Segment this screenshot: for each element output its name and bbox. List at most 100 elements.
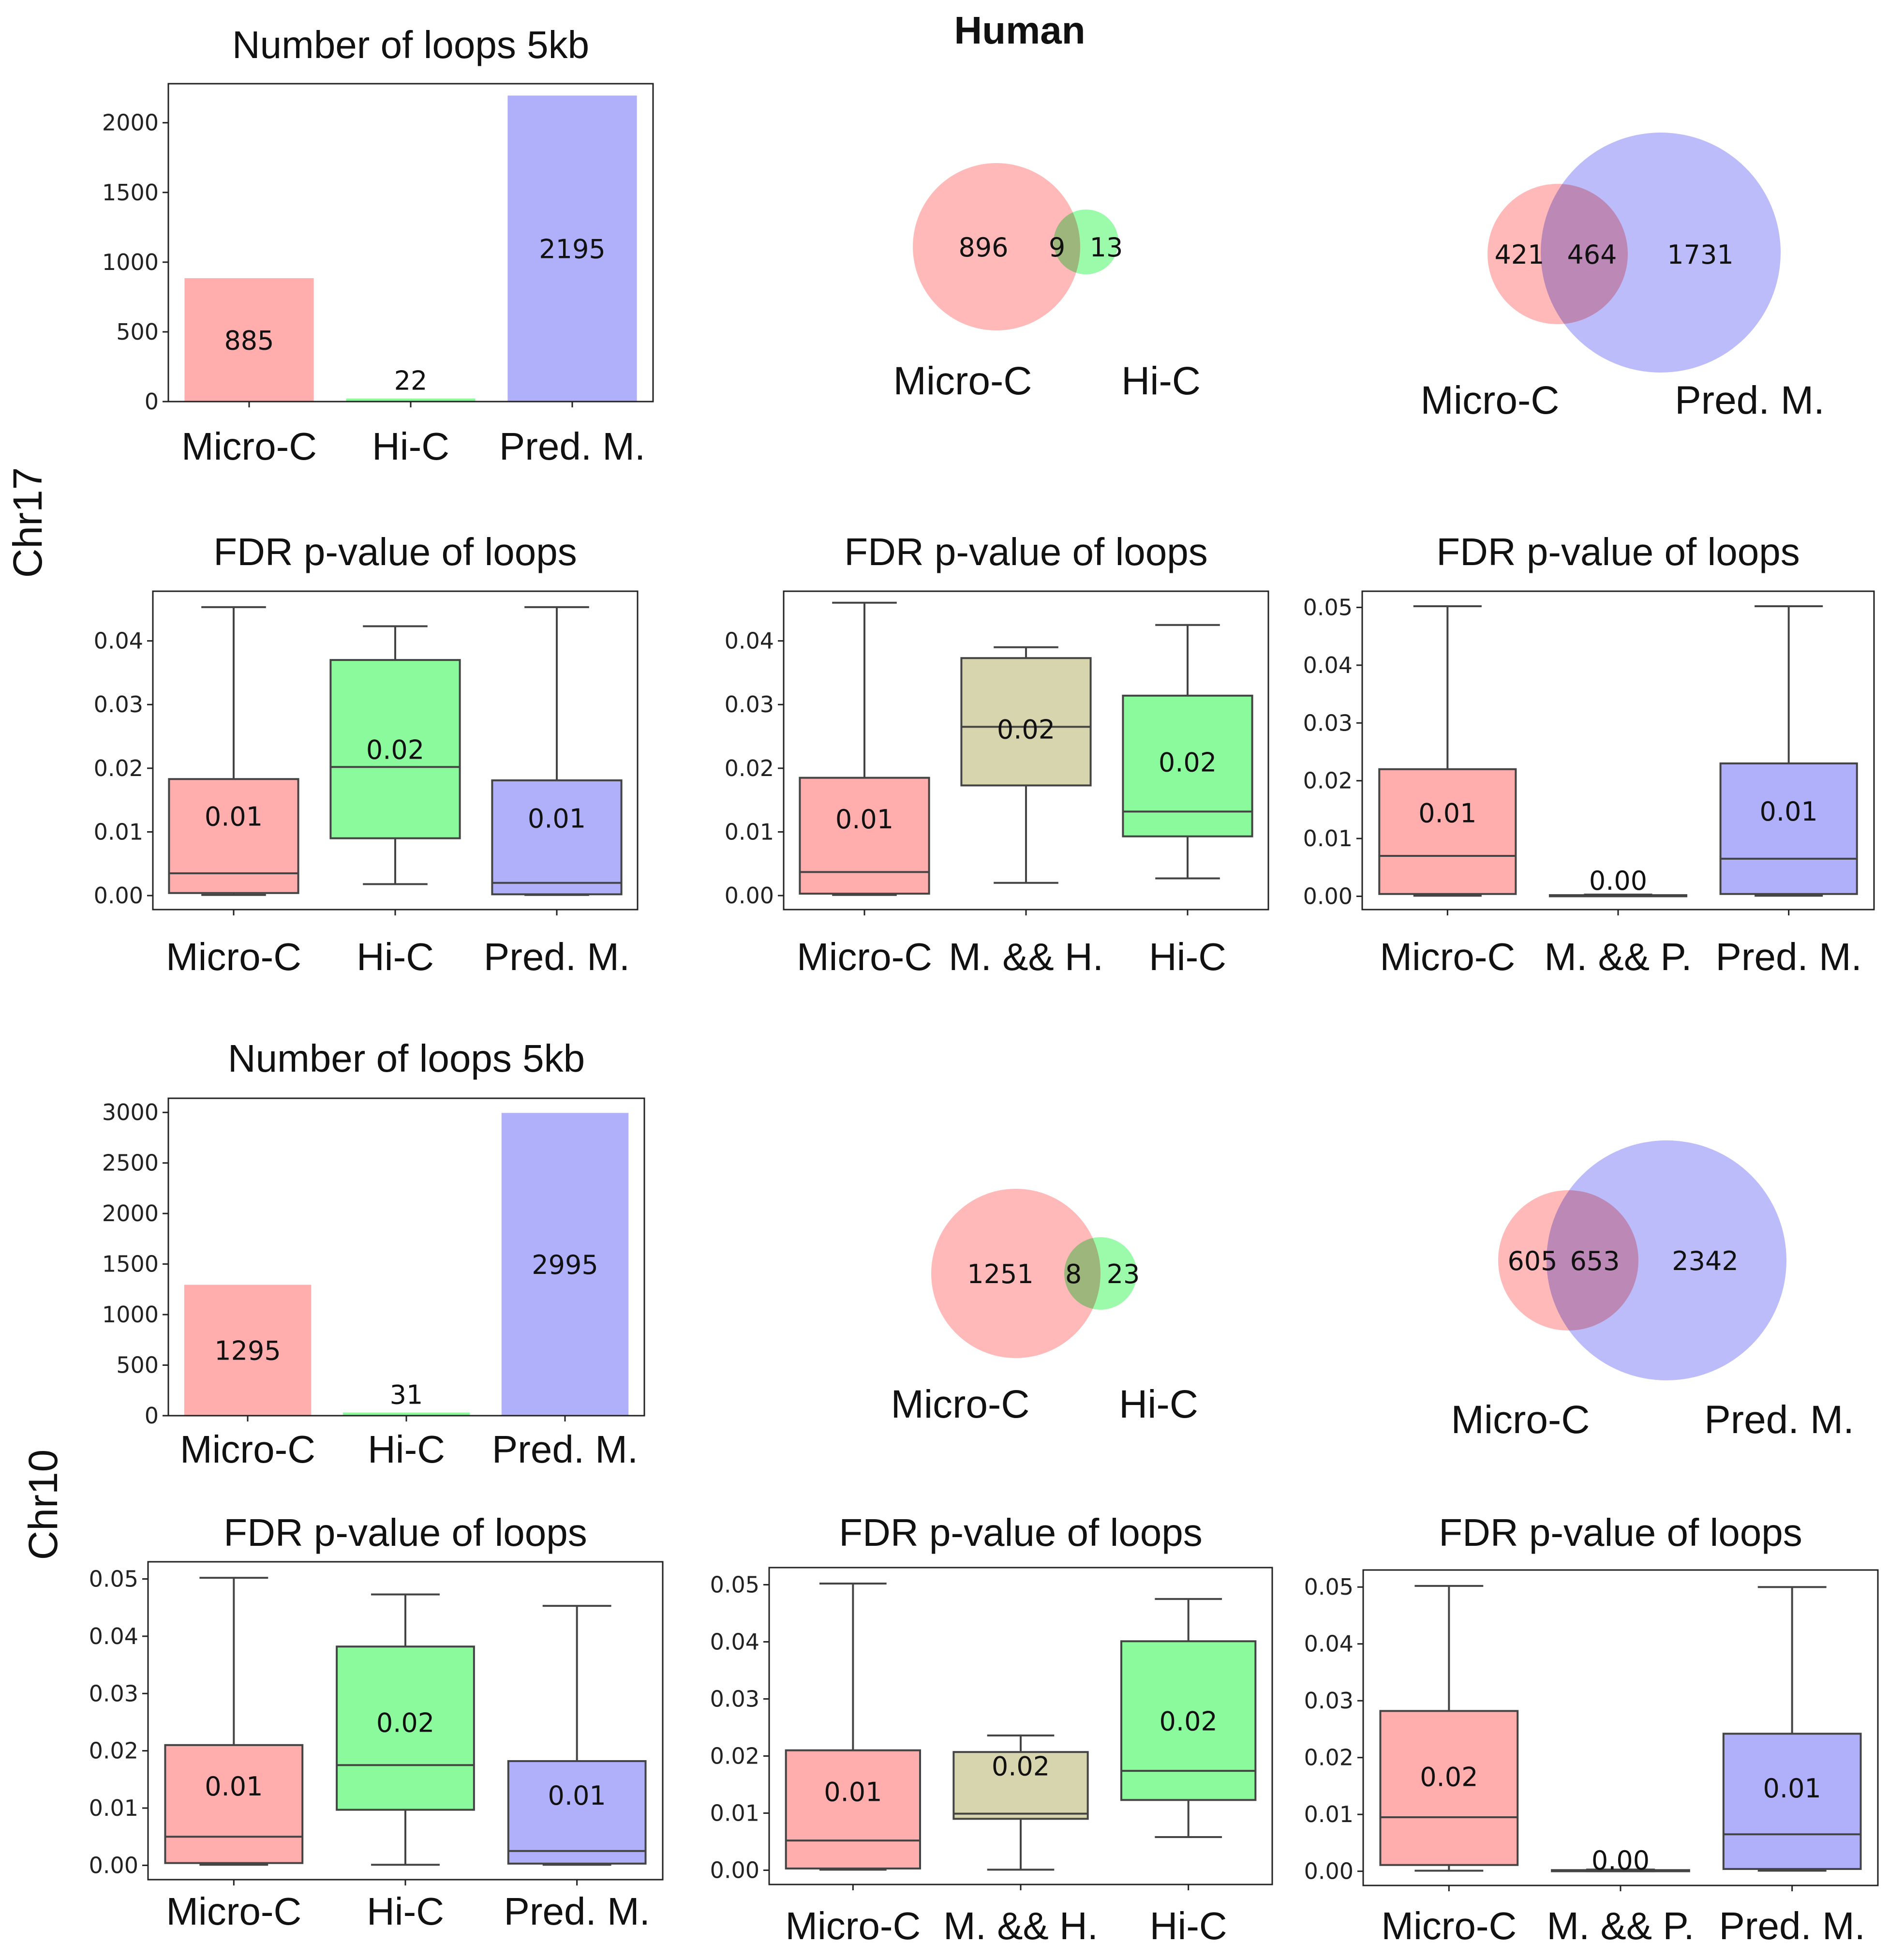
chr10-count-bar	[184, 1285, 312, 1416]
chr17-box-b-ytick-label: 0.02	[725, 755, 774, 781]
chr10-box-b-box	[785, 1749, 921, 1869]
chr17-box-c-xtick-label: M. && P.	[1544, 935, 1692, 978]
chr10-venn-mh-count: 23	[1107, 1259, 1140, 1289]
chr10-venn-mh-set-label: Hi-C	[1119, 1382, 1198, 1426]
chr17-box-b-ytick-label: 0.03	[725, 691, 774, 718]
chr10-box-b-ytick-label: 0.01	[710, 1800, 759, 1826]
chr10-box-c-ytick-label: 0.00	[1304, 1858, 1354, 1884]
chr10-venn-mp-count: 653	[1570, 1246, 1620, 1276]
chr17-box-c-box	[1378, 768, 1517, 895]
chr17-box-a-xtick-label: Pred. M.	[484, 935, 630, 978]
chr17-box-c-title: FDR p-value of loops	[1436, 530, 1800, 573]
chr10-box-a-ytick-label: 0.00	[89, 1852, 138, 1878]
chr17-box-b-ytick-label: 0.01	[725, 819, 774, 845]
chr10-box-a-ytick-label: 0.02	[89, 1738, 138, 1764]
chr17-box-a-axes-frame	[152, 590, 639, 911]
chr10-box-c-axes-frame	[1362, 1569, 1879, 1886]
chr10-box-a-xtick-label: Hi-C	[367, 1890, 444, 1933]
chr17-venn-mh-set-circle	[913, 163, 1080, 330]
chr10-venn-mp-set-label: Micro-C	[1451, 1398, 1590, 1442]
chr10-box-c-xtick-label: Pred. M.	[1719, 1904, 1865, 1947]
chr17-box-b-box-label: 0.01	[835, 804, 893, 835]
chr17-box-b-box	[799, 777, 930, 895]
chr10-box-b-panel: FDR p-value of loops 0.00 0.01 0.02 0.03 0.04…	[710, 1511, 1273, 1947]
row-label-chr10: Chr10	[20, 1450, 66, 1560]
chr10-count-ytick-label: 3000	[102, 1099, 159, 1125]
chr10-box-c-ytick-label: 0.03	[1304, 1688, 1354, 1714]
chr10-box-c-box	[1722, 1733, 1862, 1870]
chr10-count-ytick-label: 2000	[102, 1200, 159, 1226]
chr10-box-b-ytick-label: 0.02	[710, 1743, 759, 1769]
chr10-count-bar	[342, 1412, 470, 1416]
chr17-box-b-xtick-label: M. && H.	[949, 935, 1103, 978]
chr17-box-a-title: FDR p-value of loops	[213, 530, 577, 573]
chr10-box-b-title: FDR p-value of loops	[839, 1511, 1202, 1554]
chr10-box-b-box-label: 0.02	[992, 1751, 1050, 1782]
chr17-box-c-xtick-label: Pred. M.	[1716, 935, 1862, 978]
chr17-venn-mh-panel: 896 9 13 Micro-C Hi-C	[893, 163, 1201, 403]
chr17-count-panel: Number of loops 5kb 0 500 1000 1500 2000 Micro…	[102, 23, 654, 468]
chr17-box-b-box-label: 0.02	[997, 714, 1055, 745]
chr17-box-a-panel: FDR p-value of loops 0.00 0.01 0.02 0.03 0.04…	[94, 530, 639, 978]
chr17-count-bar	[507, 95, 637, 402]
chr17-count-xtick-label: Hi-C	[372, 425, 449, 468]
chr10-count-ytick-label: 1000	[102, 1301, 159, 1328]
chr17-box-b-axes-frame	[783, 590, 1269, 911]
chr17-box-a-box-label: 0.01	[205, 802, 263, 832]
chr10-count-xtick-label: Micro-C	[180, 1428, 315, 1471]
chr17-box-c-ytick-label: 0.03	[1303, 710, 1353, 736]
chr10-box-b-box-label: 0.01	[824, 1777, 882, 1808]
chr10-venn-mp-set-circle	[1547, 1140, 1786, 1380]
chr10-box-c-box-label: 0.00	[1592, 1845, 1650, 1876]
chr10-count-panel: Number of loops 5kb 0 500 1000 1500 2000 2500 3…	[102, 1037, 645, 1471]
chr10-box-c-ytick-label: 0.01	[1304, 1801, 1354, 1827]
chr17-count-bar	[346, 398, 476, 402]
chr10-count-ytick-label: 2500	[102, 1150, 159, 1176]
chr10-count-axes-frame	[167, 1097, 645, 1417]
chr17-count-ytick-label: 500	[116, 319, 159, 345]
chr10-box-b-ytick-label: 0.03	[710, 1686, 759, 1712]
chr17-count-bar-value: 2195	[539, 234, 605, 265]
chr10-venn-mh-set-circle	[931, 1189, 1101, 1358]
chr10-box-a-box	[507, 1760, 647, 1865]
chr17-box-c-box-label: 0.01	[1418, 798, 1476, 828]
chr17-venn-mp-set-circle	[1541, 133, 1781, 373]
chr17-count-ytick-label: 0	[145, 389, 159, 415]
chr17-box-b-ytick-label: 0.04	[725, 628, 774, 654]
chr10-count-ytick-label: 1500	[102, 1251, 159, 1277]
chr17-count-bar-value: 885	[224, 325, 274, 356]
chr17-venn-mh-count: 9	[1049, 232, 1065, 263]
chr10-venn-mh-set-label: Micro-C	[891, 1382, 1030, 1426]
chr10-count-xtick-label: Hi-C	[368, 1428, 445, 1471]
chr10-box-b-ytick-label: 0.05	[710, 1571, 759, 1598]
chr10-count-xtick-label: Pred. M.	[492, 1428, 638, 1471]
chr17-count-ytick-label: 1000	[102, 249, 159, 275]
chr17-box-c-ytick-label: 0.02	[1303, 768, 1353, 794]
chr10-box-c-ytick-label: 0.04	[1304, 1631, 1354, 1657]
chr17-box-a-ytick-label: 0.04	[94, 628, 143, 654]
chr10-venn-mp-set-label: Pred. M.	[1704, 1398, 1854, 1442]
chr10-box-a-ytick-label: 0.05	[89, 1566, 138, 1592]
chr17-box-a-xtick-label: Hi-C	[357, 935, 434, 978]
chr17-box-b-ytick-label: 0.00	[725, 882, 774, 909]
chr17-box-c-ytick-label: 0.04	[1303, 652, 1353, 678]
chr10-box-b-xtick-label: Micro-C	[785, 1904, 921, 1947]
chr10-box-c-box-label: 0.02	[1420, 1762, 1478, 1792]
chr17-venn-mp-set-label: Micro-C	[1421, 378, 1560, 422]
chr10-count-ytick-label: 500	[116, 1352, 159, 1378]
chr10-box-b-box	[952, 1751, 1089, 1820]
chr10-box-a-xtick-label: Pred. M.	[504, 1890, 650, 1933]
chr17-box-c-box-label: 0.00	[1589, 866, 1647, 896]
chr17-count-xtick-label: Pred. M.	[499, 425, 645, 468]
chr17-venn-mh-count: 13	[1090, 232, 1123, 263]
chr10-venn-mh-count: 8	[1065, 1259, 1082, 1289]
chr17-count-xtick-label: Micro-C	[181, 425, 317, 468]
chr17-box-c-panel: FDR p-value of loops 0.00 0.01 0.02 0.03 0.04…	[1303, 530, 1875, 978]
chr10-box-a-title: FDR p-value of loops	[223, 1511, 587, 1554]
chr10-venn-mh-panel: 1251 8 23 Micro-C Hi-C	[891, 1189, 1198, 1426]
chr10-box-b-box-label: 0.02	[1160, 1706, 1218, 1736]
chr10-box-c-box	[1379, 1710, 1519, 1866]
chr17-venn-mp-panel: 421 464 1731 Micro-C Pred. M.	[1421, 133, 1825, 422]
chr17-box-a-box-label: 0.02	[366, 734, 424, 765]
chr17-box-a-ytick-label: 0.00	[94, 882, 143, 909]
